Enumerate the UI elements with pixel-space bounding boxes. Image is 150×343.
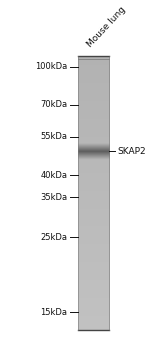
Text: 40kDa: 40kDa — [40, 170, 68, 179]
Text: 25kDa: 25kDa — [40, 233, 68, 242]
Text: 55kDa: 55kDa — [40, 132, 68, 141]
Text: 100kDa: 100kDa — [35, 62, 68, 71]
Text: 70kDa: 70kDa — [40, 100, 68, 109]
Text: SKAP2: SKAP2 — [117, 147, 146, 156]
Text: 15kDa: 15kDa — [40, 308, 68, 317]
Text: 35kDa: 35kDa — [40, 193, 68, 202]
Text: Mouse lung: Mouse lung — [86, 5, 128, 49]
